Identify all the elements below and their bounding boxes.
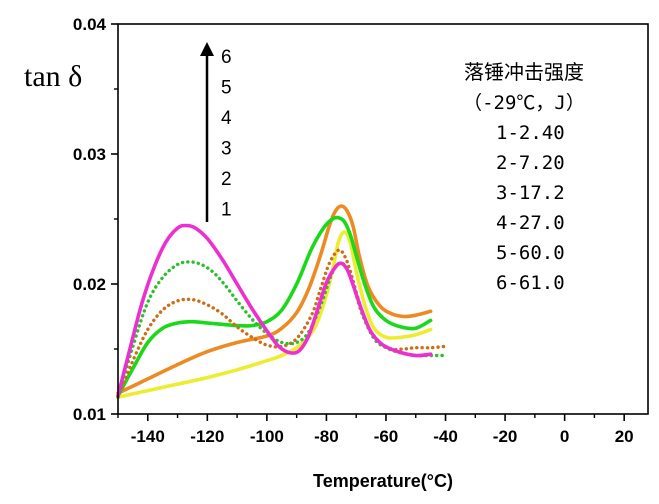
x-tick-label: -140 [131, 427, 165, 446]
arrow-number: 6 [221, 47, 232, 68]
legend-entry: 6-61.0 [496, 272, 565, 294]
series-4-line [116, 248, 448, 399]
y-axis-label: tan δ [24, 60, 82, 93]
legend-entry: 4-27.0 [496, 212, 565, 234]
arrow-number: 2 [221, 169, 232, 190]
axis-layer: -140 -120 -100 -80 -60 -40 -20 0 20 0.01 0.02 0.03 0… [73, 15, 634, 446]
series-2-line [116, 204, 433, 395]
trend-arrow-head [200, 42, 214, 56]
x-tick-label: -20 [493, 427, 518, 446]
x-tick-label: 20 [615, 427, 634, 446]
x-axis-label: Temperature(°C) [313, 471, 453, 491]
arrow-number: 3 [221, 139, 232, 160]
x-tick-label: -40 [433, 427, 458, 446]
series-layer [116, 204, 448, 399]
y-tick-label: 0.01 [73, 405, 106, 424]
arrow-number-list: 6 5 4 3 2 1 [221, 47, 232, 221]
legend-entry: 1-2.40 [496, 122, 565, 144]
x-tick-label: -100 [250, 427, 284, 446]
arrow-number: 5 [221, 78, 232, 99]
legend-entry: 5-60.0 [496, 242, 565, 264]
legend-entry: 3-17.2 [496, 182, 565, 204]
y-tick-label: 0.03 [73, 145, 106, 164]
y-tick-label: 0.04 [73, 15, 107, 34]
arrow-number: 1 [221, 200, 232, 221]
legend-entry: 2-7.20 [496, 152, 565, 174]
y-tick-label: 0.02 [73, 275, 106, 294]
x-tick-label: 0 [560, 427, 569, 446]
series-3-line [116, 215, 433, 398]
legend-subtitle: （-29℃，J） [463, 92, 585, 114]
x-tick-label: -80 [314, 427, 339, 446]
series-6-line [116, 223, 433, 398]
legend: 落锤冲击强度 （-29℃，J） 1-2.40 2-7.20 3-17.2 4-27.0… [463, 60, 585, 294]
legend-entries: 1-2.40 2-7.20 3-17.2 4-27.0 5-60.0 6-61.0 [496, 122, 565, 294]
trend-arrow [200, 42, 214, 222]
arrow-number: 4 [221, 108, 232, 129]
x-tick-label: -120 [190, 427, 224, 446]
x-tick-label: -60 [374, 427, 399, 446]
legend-title: 落锤冲击强度 [464, 60, 584, 84]
